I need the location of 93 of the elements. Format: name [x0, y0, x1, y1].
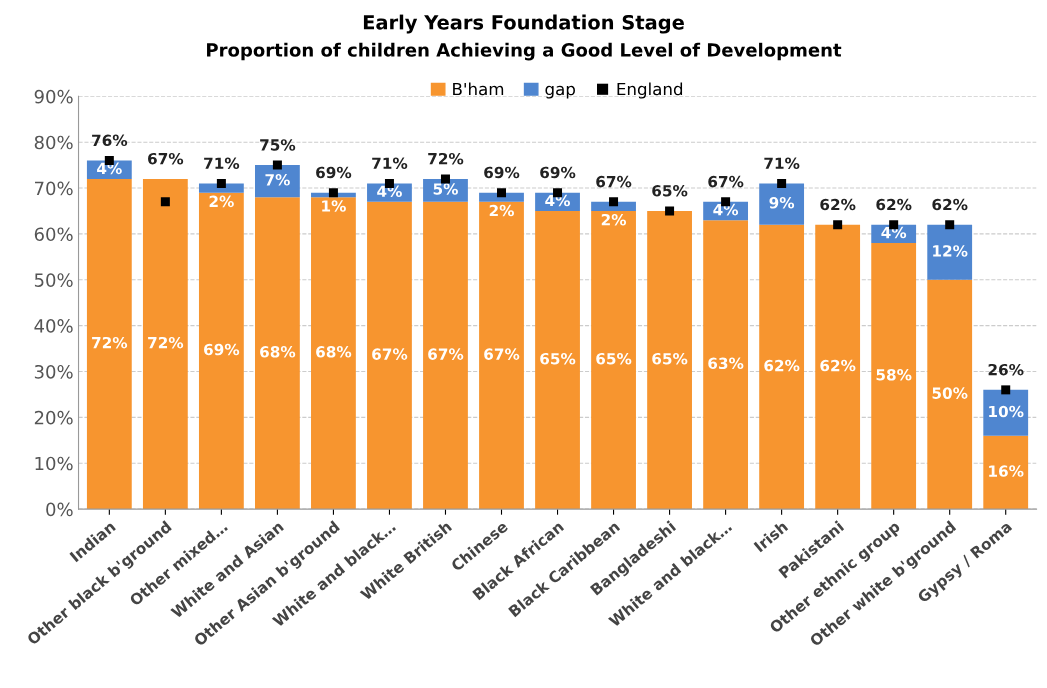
data-label: 7%: [265, 174, 290, 186]
data-label: 1%: [322, 200, 346, 212]
bar: [983, 389, 1029, 436]
data-label: 71%: [372, 157, 408, 170]
data-label: 75%: [260, 139, 296, 151]
data-label: 12%: [933, 245, 968, 257]
bar: [255, 165, 300, 198]
data-label: 62%: [764, 359, 800, 372]
y-tick-label: 50%: [34, 273, 73, 287]
y-tick-label: 30%: [34, 364, 73, 379]
point: [665, 206, 675, 216]
point: [497, 188, 506, 198]
legend-label: England: [617, 82, 683, 99]
data-label: 65%: [540, 352, 576, 365]
data-label: 58%: [876, 368, 912, 381]
data-label: 50%: [932, 387, 968, 399]
y-tick-label: 0%: [46, 502, 73, 517]
data-label: 68%: [260, 346, 296, 358]
point: [609, 197, 619, 207]
data-label: 62%: [932, 198, 968, 211]
data-label: 65%: [596, 352, 632, 365]
point: [160, 197, 170, 207]
point: [440, 174, 450, 184]
bar: [591, 210, 636, 510]
bar: [86, 178, 132, 510]
data-label: 67%: [596, 175, 632, 188]
data-label: 5%: [433, 183, 458, 195]
bar: [423, 201, 468, 510]
bar: [759, 183, 805, 225]
chart-title: Early Years Foundation Stage: [363, 14, 684, 34]
data-label: 63%: [708, 357, 744, 370]
y-tick-label: 80%: [34, 135, 73, 150]
data-label: 68%: [316, 346, 352, 358]
data-label: 69%: [540, 166, 576, 179]
y-tick-label: 60%: [34, 227, 73, 242]
data-label: 2%: [209, 195, 234, 208]
bar: [311, 197, 356, 510]
bar: [591, 201, 636, 211]
data-label: 26%: [988, 363, 1024, 376]
data-label: 69%: [204, 343, 240, 356]
data-label: 2%: [601, 213, 627, 226]
data-label: 71%: [204, 157, 240, 170]
legend-label: B'ham: [453, 82, 504, 96]
bar: [871, 243, 917, 510]
data-label: 72%: [148, 336, 184, 349]
data-label: 9%: [769, 196, 795, 209]
point: [216, 178, 226, 188]
data-label: 72%: [428, 152, 464, 165]
y-tick-label: 20%: [34, 410, 73, 425]
chart-subtitle: Proportion of children Achieving a Good Level of Development: [207, 42, 842, 61]
bar: [479, 192, 524, 202]
y-tick-label: 40%: [34, 319, 73, 333]
data-label: 62%: [820, 198, 856, 211]
point: [833, 220, 843, 230]
data-label: 65%: [652, 352, 688, 365]
y-tick-label: 10%: [35, 456, 73, 471]
y-tick-label: 90%: [34, 89, 73, 104]
data-label: 65%: [652, 185, 688, 197]
data-label: 72%: [92, 336, 128, 349]
data-label: 69%: [316, 166, 352, 179]
bar: [927, 224, 973, 280]
data-label: 2%: [489, 204, 514, 217]
point: [328, 188, 338, 198]
data-label: 10%: [989, 405, 1024, 418]
data-label: 71%: [764, 157, 800, 170]
data-label: 76%: [92, 134, 128, 147]
bar: [815, 224, 861, 510]
data-label: 67%: [148, 152, 184, 165]
data-label: 16%: [989, 465, 1024, 477]
bar: [647, 210, 692, 510]
data-label: 67%: [484, 348, 520, 360]
bar: [479, 201, 524, 510]
bar: [367, 201, 412, 510]
bar: [198, 192, 244, 510]
data-label: 67%: [428, 348, 464, 360]
bar: [927, 279, 973, 510]
point: [272, 160, 282, 170]
point: [945, 220, 955, 230]
bar: [759, 224, 805, 510]
y-tick-label: 70%: [35, 181, 73, 196]
data-label: 62%: [820, 359, 856, 372]
data-label: 67%: [708, 175, 744, 188]
point: [1001, 385, 1011, 395]
bar: [535, 210, 580, 510]
data-label: 67%: [372, 348, 408, 360]
legend-label: gap: [545, 85, 575, 99]
point: [777, 178, 787, 188]
data-label: 69%: [484, 166, 520, 179]
bar: [255, 197, 300, 510]
bar: [983, 435, 1029, 510]
bar: [703, 220, 749, 510]
data-label: 62%: [876, 198, 912, 211]
bar: [142, 178, 188, 510]
